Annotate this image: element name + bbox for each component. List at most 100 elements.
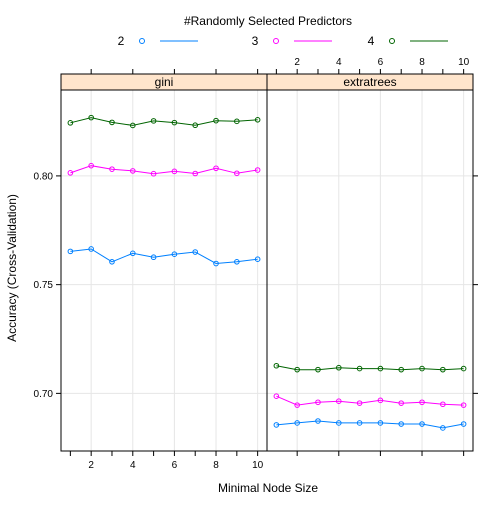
legend: #Randomly Selected Predictors 2 3 4 (118, 14, 448, 48)
grid (267, 90, 473, 451)
data-point (109, 166, 115, 172)
series-line (70, 117, 258, 126)
data-point (109, 259, 115, 265)
series-4 (67, 114, 261, 129)
series-line (276, 395, 464, 406)
series-line (276, 365, 464, 371)
data-point (315, 366, 321, 373)
data-point (129, 122, 136, 129)
legend-label: 4 (368, 34, 375, 48)
x-axis-title: Minimal Node Size (218, 481, 318, 495)
data-point (460, 421, 467, 427)
data-point (440, 366, 446, 373)
legend-label: 3 (252, 34, 259, 48)
data-point (315, 399, 321, 406)
data-point (213, 165, 219, 172)
data-point (109, 119, 115, 126)
x-tick-label: 10 (252, 460, 264, 471)
legend-label: 2 (118, 34, 125, 48)
data-point (67, 170, 74, 176)
data-point (88, 114, 94, 121)
data-point (171, 251, 178, 257)
data-point (150, 170, 157, 177)
x-tick-label: 2 (88, 460, 94, 471)
panel-extratrees: extratrees (266, 73, 474, 452)
data-point (88, 246, 94, 252)
data-point (213, 260, 219, 267)
data-point (171, 119, 178, 126)
y-tick-label: 0.75 (34, 280, 54, 291)
data-point (150, 118, 157, 124)
data-point (377, 397, 384, 404)
data-point (460, 365, 467, 372)
data-point (88, 162, 94, 169)
data-point (356, 420, 363, 426)
data-point (273, 422, 280, 428)
data-point (150, 254, 157, 261)
strip-label: extratrees (343, 75, 396, 89)
data-point (440, 425, 446, 431)
data-point (356, 365, 363, 372)
y-axis-ticks: 0.70 0.75 0.80 (34, 171, 478, 400)
legend-entry-4: 4 (368, 34, 448, 48)
panel-border (266, 89, 474, 452)
data-point (356, 400, 363, 406)
data-point (129, 250, 136, 257)
data-point (294, 402, 300, 408)
data-point (129, 168, 136, 174)
data-point (315, 418, 321, 424)
grid (61, 90, 267, 451)
data-point (273, 362, 280, 369)
data-point (254, 116, 261, 123)
data-point (192, 170, 199, 177)
legend-title: #Randomly Selected Predictors (184, 14, 352, 28)
data-point (419, 365, 425, 372)
legend-entry-2: 2 (118, 34, 198, 48)
y-tick-label: 0.70 (34, 389, 54, 400)
legend-entry-3: 3 (252, 34, 332, 48)
panel-border (60, 89, 268, 452)
data-point (254, 256, 261, 262)
data-point (377, 365, 384, 372)
series-2 (67, 246, 261, 267)
data-point (398, 421, 405, 427)
data-point (398, 366, 405, 373)
data-point (377, 420, 384, 426)
panel-gini: gini (60, 73, 268, 452)
panels: gini extratrees 2 2 4 4 6 6 8 8 10 10 0.70 0.75 0.80 (34, 57, 478, 471)
data-point (419, 399, 425, 406)
x-tick-label: 2 (294, 57, 300, 68)
x-tick-label: 4 (336, 57, 342, 68)
data-point (460, 402, 467, 408)
data-point (192, 122, 199, 129)
data-point (419, 421, 425, 427)
data-point (67, 120, 74, 126)
x-tick-label: 8 (213, 460, 219, 471)
data-point (398, 400, 405, 406)
data-point (192, 249, 199, 255)
data-point (234, 118, 240, 125)
data-point (294, 420, 300, 426)
x-tick-label: 6 (378, 57, 384, 68)
x-tick-label: 8 (419, 57, 425, 68)
data-point (294, 366, 300, 373)
series-line (70, 248, 258, 265)
series-3 (273, 393, 467, 408)
data-point (67, 248, 74, 255)
data-point (213, 117, 219, 124)
data-point (234, 259, 240, 265)
legend-marker (273, 38, 279, 44)
series-2 (273, 418, 467, 431)
data-point (335, 398, 342, 404)
x-tick-label: 6 (172, 460, 178, 471)
legend-marker (139, 38, 145, 44)
data-point (335, 364, 342, 371)
x-tick-label: 4 (130, 460, 136, 471)
series-4 (273, 362, 467, 373)
series-line (276, 420, 464, 429)
y-tick-label: 0.80 (34, 171, 54, 182)
data-point (171, 168, 178, 175)
data-point (273, 393, 280, 399)
data-point (254, 167, 261, 173)
